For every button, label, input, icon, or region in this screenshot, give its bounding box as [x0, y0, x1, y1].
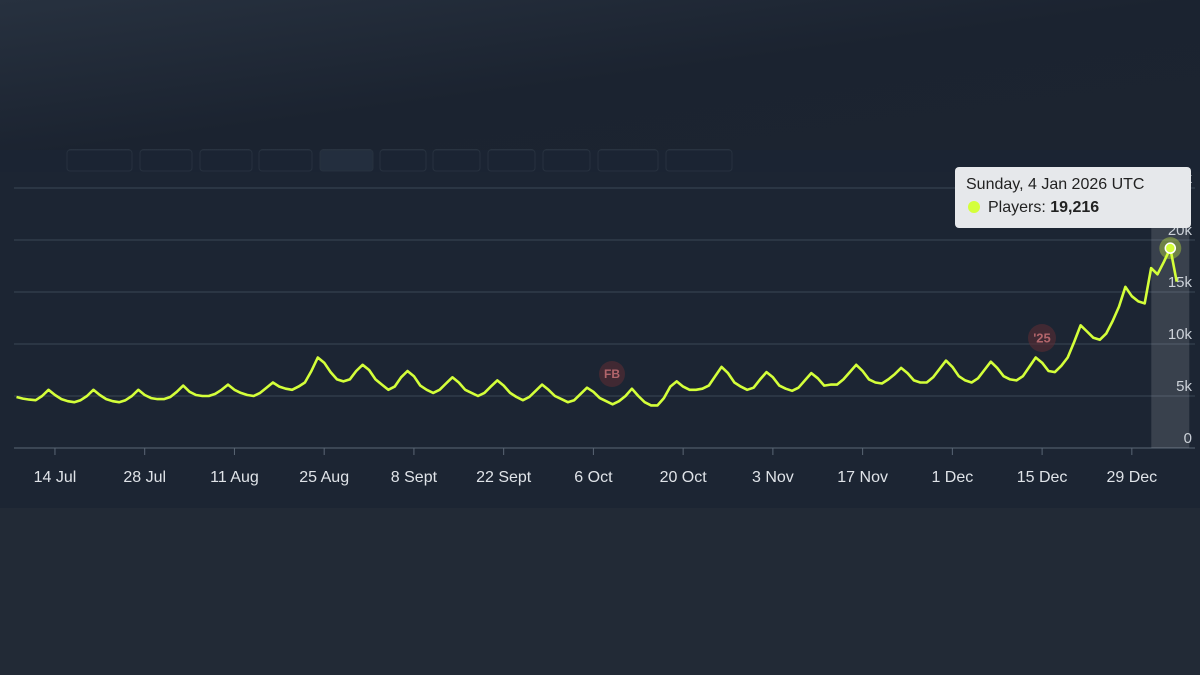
series-line [16, 246, 1178, 407]
annotation-25: '25 [1028, 324, 1056, 352]
y-tick-label: 0 [1184, 430, 1192, 447]
x-tick-label: 14 Jul [34, 469, 77, 486]
x-tick-label: 11 Aug [210, 469, 259, 486]
x-tick-label: 17 Nov [837, 469, 888, 486]
x-tick-label: 20 Oct [660, 469, 708, 486]
line-layer [16, 237, 1182, 407]
tooltip: Sunday, 4 Jan 2026 UTC Players: 19,216 [955, 167, 1191, 228]
tooltip-swatch [968, 201, 980, 213]
hover-column [1151, 228, 1190, 448]
annotation-fb: FB [599, 361, 625, 387]
footer-bg [0, 508, 1200, 675]
tooltip-value: 19,216 [1050, 199, 1099, 216]
marks [1151, 228, 1190, 448]
x-tick-label: 29 Dec [1106, 469, 1157, 486]
y-tick-label: 10k [1168, 326, 1193, 343]
y-tick-label: 5k [1176, 378, 1192, 395]
header-bg [0, 0, 1200, 160]
x-tick-label: 8 Sept [391, 469, 438, 486]
tooltip-label: Players: 19,216 [988, 199, 1099, 216]
annotation-label: '25 [1033, 330, 1051, 345]
annotation-label: FB [604, 367, 620, 381]
x-tick-label: 28 Jul [123, 469, 166, 486]
x-tick-label: 25 Aug [299, 469, 349, 486]
tooltip-box [955, 167, 1191, 228]
x-tick-label: 22 Sept [476, 469, 532, 486]
highlight-point [1164, 242, 1177, 254]
x-tick-label: 15 Dec [1017, 469, 1068, 486]
y-tick-label: 15k [1168, 274, 1193, 291]
annotation-dot [1028, 324, 1056, 352]
tooltip-title: Sunday, 4 Jan 2026 UTC [966, 176, 1144, 193]
button-fade [0, 150, 1200, 172]
x-tick-label: 3 Nov [752, 469, 794, 486]
annotation-dot [599, 361, 625, 387]
tooltip-series: Players: [988, 199, 1046, 216]
x-tick-label: 1 Dec [931, 469, 973, 486]
x-tick-label: 6 Oct [574, 469, 613, 486]
